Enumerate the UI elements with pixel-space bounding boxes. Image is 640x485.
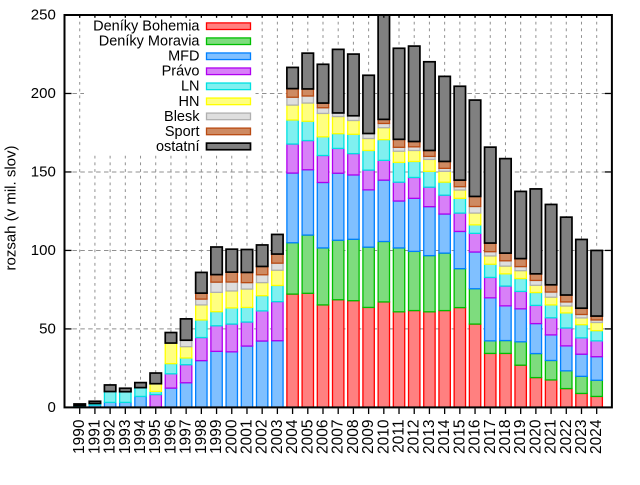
svg-text:2009: 2009	[360, 420, 377, 454]
svg-text:1997: 1997	[178, 420, 195, 454]
svg-text:1990: 1990	[71, 419, 88, 454]
svg-text:2005: 2005	[299, 420, 316, 454]
svg-text:2023: 2023	[573, 420, 590, 454]
svg-text:2007: 2007	[330, 420, 347, 454]
svg-text:Sport: Sport	[165, 124, 200, 140]
svg-text:1995: 1995	[147, 420, 164, 454]
svg-text:2003: 2003	[269, 420, 286, 454]
svg-text:2002: 2002	[254, 420, 271, 454]
svg-text:200: 200	[31, 85, 56, 102]
svg-text:2014: 2014	[436, 419, 453, 454]
svg-text:2000: 2000	[223, 419, 240, 454]
svg-text:HN: HN	[179, 94, 200, 110]
svg-text:2016: 2016	[467, 420, 484, 454]
svg-text:1998: 1998	[193, 420, 210, 454]
svg-text:250: 250	[31, 7, 56, 24]
svg-text:1992: 1992	[102, 420, 119, 454]
svg-text:50: 50	[39, 321, 56, 338]
svg-text:LN: LN	[181, 79, 200, 95]
svg-text:0: 0	[47, 399, 55, 416]
svg-text:2019: 2019	[512, 420, 529, 454]
svg-text:Deníky Moravia: Deníky Moravia	[99, 34, 201, 50]
svg-text:Deníky Bohemia: Deníky Bohemia	[93, 19, 200, 35]
svg-text:2008: 2008	[345, 420, 362, 454]
svg-text:2022: 2022	[558, 420, 575, 454]
svg-text:2018: 2018	[497, 420, 514, 454]
svg-text:1993: 1993	[117, 420, 134, 454]
svg-text:1996: 1996	[162, 420, 179, 454]
svg-text:2021: 2021	[543, 420, 560, 454]
svg-text:MFD: MFD	[168, 49, 199, 65]
svg-text:2011: 2011	[391, 420, 408, 453]
svg-text:2001: 2001	[238, 420, 255, 454]
svg-text:1991: 1991	[86, 420, 103, 454]
svg-text:2013: 2013	[421, 420, 438, 454]
svg-text:2012: 2012	[406, 420, 423, 454]
svg-text:2020: 2020	[527, 419, 544, 454]
svg-text:2004: 2004	[284, 419, 301, 454]
svg-text:100: 100	[31, 242, 56, 259]
svg-text:2010: 2010	[375, 419, 392, 454]
svg-text:Právo: Právo	[162, 64, 200, 80]
svg-text:1999: 1999	[208, 420, 225, 454]
svg-text:2006: 2006	[314, 420, 331, 454]
svg-text:2017: 2017	[482, 420, 499, 454]
svg-text:2024: 2024	[588, 419, 605, 454]
svg-text:2015: 2015	[451, 420, 468, 454]
svg-text:150: 150	[31, 164, 56, 181]
svg-text:1994: 1994	[132, 419, 149, 454]
svg-text:rozsah (v mil. slov): rozsah (v mil. slov)	[3, 145, 20, 270]
svg-text:ostatní: ostatní	[156, 139, 200, 155]
svg-text:Blesk: Blesk	[164, 109, 200, 125]
